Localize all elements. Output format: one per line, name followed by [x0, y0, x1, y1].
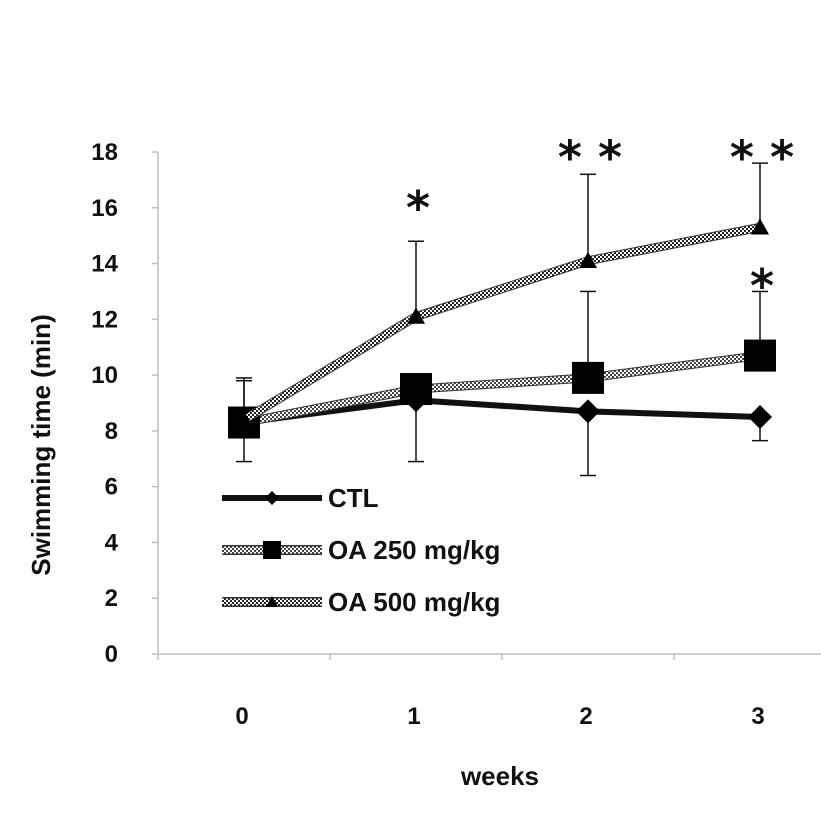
data-point	[748, 404, 772, 429]
data-point	[751, 218, 769, 235]
data-point	[576, 399, 600, 424]
legend-marker	[265, 491, 279, 505]
legend-label: CTL	[328, 483, 379, 513]
significance-marker: * *	[558, 131, 622, 185]
y-tick-label: 10	[91, 362, 118, 389]
data-point	[744, 339, 776, 372]
y-tick-label: 2	[105, 585, 118, 612]
x-tick-label: 3	[751, 703, 764, 730]
y-tick-label: 12	[91, 306, 118, 333]
y-tick-label: 6	[105, 474, 118, 501]
x-axis-label: weeks	[460, 761, 539, 791]
x-tick-label: 0	[235, 703, 248, 730]
x-tick-label: 2	[579, 703, 592, 730]
plot-area: * * * * * *	[228, 131, 794, 477]
y-tick-label: 0	[105, 641, 118, 668]
series-line	[243, 352, 761, 426]
y-tick-label: 8	[105, 418, 118, 445]
y-tick-label: 14	[91, 251, 118, 278]
legend: CTL OA 250 mg/kg OA 500 mg/kg	[222, 483, 500, 617]
data-point	[407, 307, 425, 324]
series-line-outline	[241, 222, 761, 424]
data-point	[235, 410, 253, 427]
data-point	[579, 251, 597, 268]
series-line	[242, 223, 761, 423]
significance-marker: *	[406, 181, 430, 235]
y-axis-label: Swimming time (min)	[26, 314, 56, 575]
data-point	[400, 373, 432, 406]
data-point	[572, 361, 604, 394]
legend-marker	[263, 541, 281, 559]
legend-label: OA 500 mg/kg	[328, 587, 500, 617]
series-line	[243, 397, 761, 426]
significance-marker: *	[750, 259, 774, 313]
y-tick-label: 16	[91, 195, 118, 222]
legend-marker	[266, 596, 278, 607]
significance-marker: * *	[730, 131, 794, 185]
legend-label: OA 250 mg/kg	[328, 535, 500, 565]
x-tick-label: 1	[407, 703, 420, 730]
y-tick-label: 18	[91, 139, 118, 166]
y-tick-label: 4	[105, 529, 119, 556]
